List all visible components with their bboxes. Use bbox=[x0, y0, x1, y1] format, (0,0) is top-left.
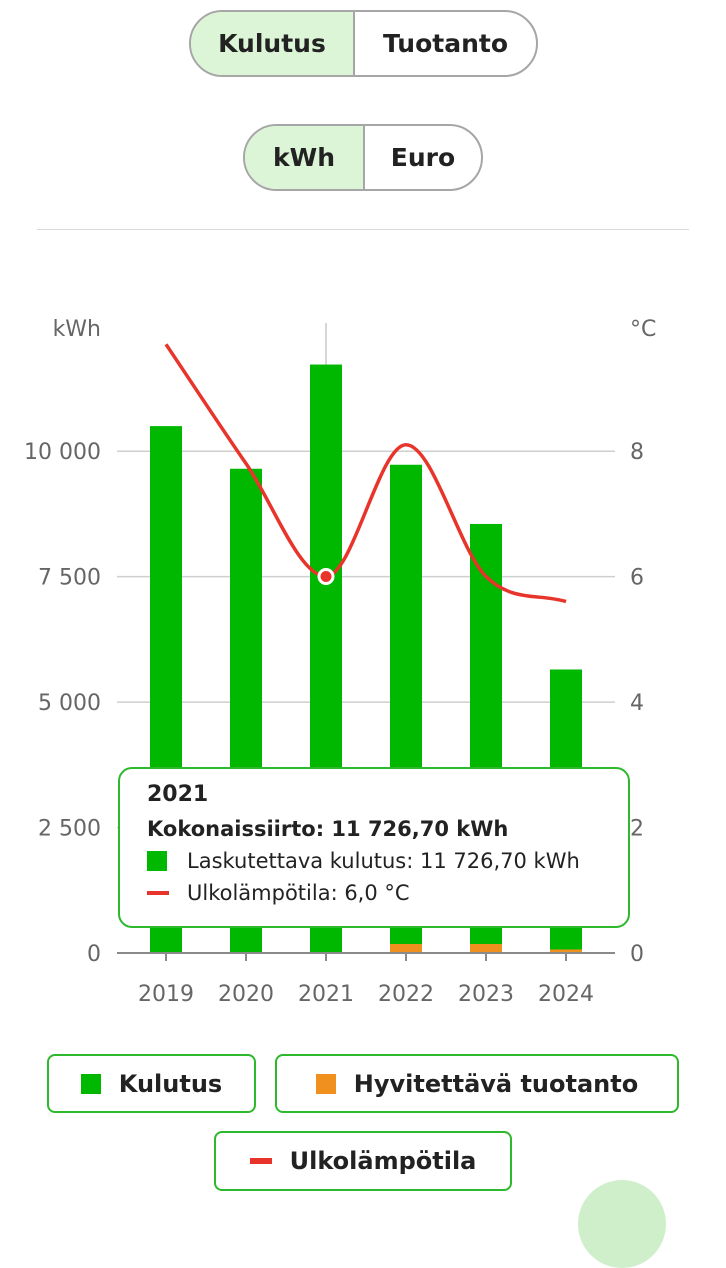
x-tick-label-2021: 2021 bbox=[298, 982, 354, 1007]
x-tick-label-2020: 2020 bbox=[218, 982, 274, 1007]
divider bbox=[37, 229, 689, 230]
mode-toggle: Kulutus Tuotanto bbox=[189, 10, 538, 77]
floating-action-button[interactable] bbox=[578, 1180, 666, 1268]
y-right-tick-label: 8 bbox=[630, 440, 644, 465]
legend-kulutus-label: Kulutus bbox=[118, 1069, 223, 1098]
y-right-axis-label: °C bbox=[630, 317, 656, 342]
y-left-axis-label: kWh bbox=[53, 317, 101, 342]
y-left-tick-label: 10 000 bbox=[24, 440, 101, 465]
x-tick-label-2023: 2023 bbox=[458, 982, 514, 1007]
toggle-tuotanto[interactable]: Tuotanto bbox=[353, 12, 536, 75]
tooltip-row-consumption: Laskutettava kulutus: 11 726,70 kWh bbox=[147, 849, 628, 873]
legend-tuotanto-label: Hyvitettävä tuotanto bbox=[353, 1069, 639, 1098]
tooltip-consumption-label: Laskutettava kulutus: 11 726,70 kWh bbox=[187, 849, 580, 873]
consumption-swatch-icon bbox=[147, 851, 167, 871]
y-left-tick-label: 2 500 bbox=[38, 817, 101, 842]
y-left-tick-label: 5 000 bbox=[38, 691, 101, 716]
tooltip-temperature-label: Ulkolämpötila: 6,0 °C bbox=[187, 881, 410, 905]
y-left-tick-label: 7 500 bbox=[38, 566, 101, 591]
legend-ulkolampotila-label: Ulkolämpötila bbox=[289, 1147, 477, 1175]
x-tick-label-2024: 2024 bbox=[538, 982, 594, 1007]
legend-kulutus[interactable]: Kulutus bbox=[47, 1054, 256, 1113]
legend-hyvitettava-tuotanto[interactable]: Hyvitettävä tuotanto bbox=[275, 1054, 679, 1113]
y-left-tick-label: 0 bbox=[87, 942, 101, 967]
y-right-tick-label: 2 bbox=[630, 817, 644, 842]
legend-ulkolampotila[interactable]: Ulkolämpötila bbox=[214, 1131, 512, 1191]
x-tick-label-2022: 2022 bbox=[378, 982, 434, 1007]
ulkolampotila-line-icon bbox=[249, 1158, 272, 1164]
toggle-kulutus[interactable]: Kulutus bbox=[191, 12, 353, 75]
y-right-tick-label: 6 bbox=[630, 566, 644, 591]
bar-tuotanto-2024 bbox=[550, 949, 582, 953]
temperature-line bbox=[164, 343, 567, 604]
tooltip-title: 2021 bbox=[147, 782, 209, 807]
tooltip-total: Kokonaissiirto: 11 726,70 kWh bbox=[147, 817, 509, 841]
bar-tuotanto-2022 bbox=[390, 943, 422, 953]
temperature-point-2021 bbox=[317, 568, 335, 585]
y-right-tick-label: 4 bbox=[630, 691, 644, 716]
toggle-kwh[interactable]: kWh bbox=[245, 126, 363, 189]
bar-tuotanto-2023 bbox=[470, 943, 502, 953]
unit-toggle: kWh Euro bbox=[243, 124, 483, 191]
tooltip-row-temperature: Ulkolämpötila: 6,0 °C bbox=[147, 881, 628, 905]
y-right-tick-label: 0 bbox=[630, 942, 644, 967]
tuotanto-swatch-icon bbox=[315, 1073, 336, 1094]
toggle-euro[interactable]: Euro bbox=[363, 126, 481, 189]
chart-tooltip: 2021 Kokonaissiirto: 11 726,70 kWh Lasku… bbox=[118, 767, 630, 928]
temperature-line-icon bbox=[147, 891, 169, 895]
x-tick-label-2019: 2019 bbox=[138, 982, 194, 1007]
kulutus-swatch-icon bbox=[80, 1073, 101, 1094]
